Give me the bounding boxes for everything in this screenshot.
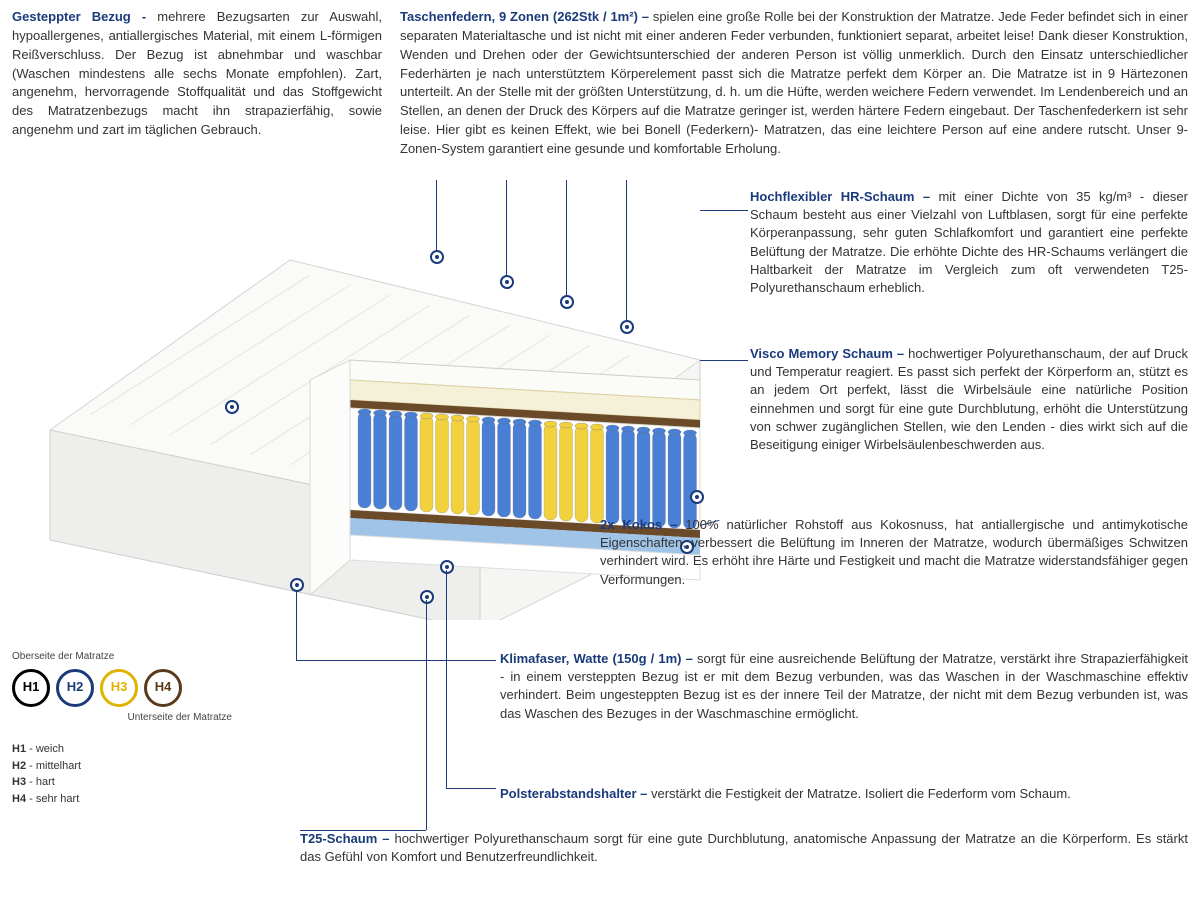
legend-list: H1 - weichH2 - mittelhartH3 - hartH4 - s…: [12, 741, 252, 807]
section-hr-schaum: Hochflexibler HR-Schaum – mit einer Dich…: [750, 188, 1188, 297]
hardness-circle-h3: H3: [100, 669, 138, 707]
leader-polster-h: [446, 788, 496, 789]
leader-klima-h: [296, 660, 496, 661]
leader-klima-v: [296, 590, 297, 660]
title-hr: Hochflexibler HR-Schaum –: [750, 189, 938, 204]
legend-item-h3: H3 - hart: [12, 774, 252, 791]
title-klima: Klimafaser, Watte (150g / 1m) –: [500, 651, 697, 666]
text-gesteppter: mehrere Bezugsarten zur Auswahl, hypoall…: [12, 9, 382, 137]
section-kokos: 2x Kokos – 100% natürlicher Rohstoff aus…: [600, 516, 1188, 589]
text-kokos: 100% natürlicher Rohstoff aus Kokosnuss,…: [600, 517, 1188, 587]
section-klima: Klimafaser, Watte (150g / 1m) – sorgt fü…: [500, 650, 1188, 723]
text-t25: hochwertiger Polyurethanschaum sorgt für…: [300, 831, 1188, 864]
col-taschenfedern: Taschenfedern, 9 Zonen (262Stk / 1m²) – …: [400, 8, 1188, 159]
legend-item-h1: H1 - weich: [12, 741, 252, 758]
legend-item-h2: H2 - mittelhart: [12, 758, 252, 775]
title-kokos: 2x Kokos –: [600, 517, 685, 532]
legend-item-h4: H4 - sehr hart: [12, 791, 252, 808]
col-gesteppter: Gesteppter Bezug - mehrere Bezugsarten z…: [12, 8, 382, 159]
title-visco: Visco Memory Schaum –: [750, 346, 908, 361]
marker-cover: [225, 400, 239, 414]
leader-hr: [700, 210, 748, 211]
leader-3: [566, 180, 567, 295]
hardness-circle-h4: H4: [144, 669, 182, 707]
text-visco: hochwertiger Polyurethanschaum, der auf …: [750, 346, 1188, 452]
title-polster: Polsterabstandshalter –: [500, 786, 651, 801]
top-row: Gesteppter Bezug - mehrere Bezugsarten z…: [0, 0, 1200, 159]
marker-kokos-right: [690, 490, 704, 504]
section-polster: Polsterabstandshalter – verstärkt die Fe…: [500, 785, 1188, 803]
title-gesteppter: Gesteppter Bezug -: [12, 9, 157, 24]
leader-4: [626, 180, 627, 320]
marker-polster: [440, 560, 454, 574]
leader-2: [506, 180, 507, 275]
hardness-circle-h1: H1: [12, 669, 50, 707]
leader-visco: [700, 360, 748, 361]
leader-polster-v: [446, 570, 447, 788]
text-polster: verstärkt die Festigkeit der Matratze. I…: [651, 786, 1071, 801]
text-taschenfedern: spielen eine große Rolle bei der Konstru…: [400, 9, 1188, 156]
legend-circles: H1H2H3H4: [12, 669, 252, 707]
legend-top-label: Oberseite der Matratze: [12, 650, 252, 665]
legend-bottom-label: Unterseite der Matratze: [12, 711, 252, 726]
title-taschenfedern: Taschenfedern, 9 Zonen (262Stk / 1m²) –: [400, 9, 653, 24]
marker-springs: [620, 320, 634, 334]
leader-1: [436, 180, 437, 250]
section-t25: T25-Schaum – hochwertiger Polyurethansch…: [300, 830, 1188, 866]
marker-t25: [420, 590, 434, 604]
leader-t25-v: [426, 600, 427, 830]
marker-klima: [290, 578, 304, 592]
marker-kokos-top: [560, 295, 574, 309]
hardness-circle-h2: H2: [56, 669, 94, 707]
title-t25: T25-Schaum –: [300, 831, 394, 846]
marker-hr-top: [430, 250, 444, 264]
marker-visco-top: [500, 275, 514, 289]
hardness-legend: Oberseite der Matratze H1H2H3H4 Untersei…: [12, 650, 252, 807]
text-hr: mit einer Dichte von 35 kg/m³ - dieser S…: [750, 189, 1188, 295]
section-visco: Visco Memory Schaum – hochwertiger Polyu…: [750, 345, 1188, 454]
